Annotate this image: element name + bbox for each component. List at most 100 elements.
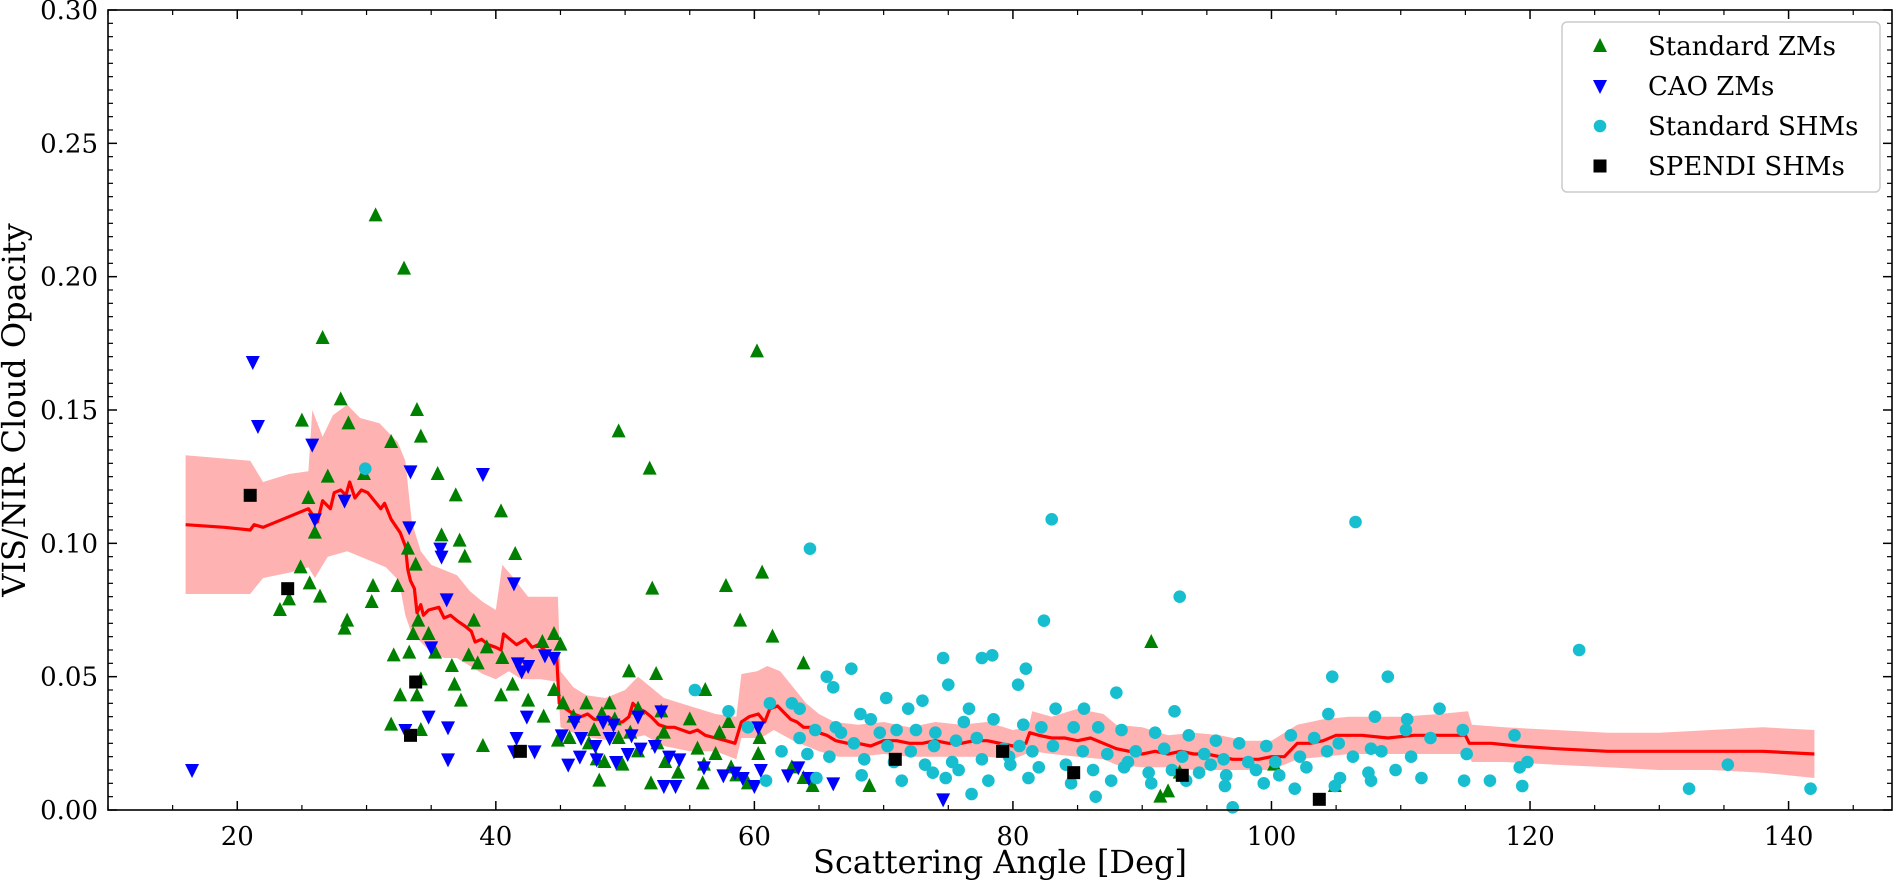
data-point: [521, 692, 536, 707]
median-line: [185, 480, 1815, 761]
data-point: [1037, 614, 1051, 627]
data-point: [615, 756, 630, 771]
data-point: [609, 756, 624, 770]
data-point: [1144, 634, 1159, 648]
data-point: [403, 465, 418, 480]
data-point: [1322, 707, 1335, 721]
data-point: [690, 740, 705, 755]
data-point: [643, 775, 658, 790]
data-point: [1332, 737, 1346, 750]
y-tick-label: 0.20: [40, 263, 98, 293]
data-point: [1165, 763, 1179, 777]
data-point: [633, 742, 648, 757]
data-point: [1129, 745, 1143, 758]
data-point: [493, 687, 508, 702]
data-point: [1293, 750, 1307, 763]
data-point: [439, 593, 454, 608]
legend-label: CAO ZMs: [1648, 72, 1774, 102]
data-point: [337, 620, 352, 635]
data-point: [547, 626, 561, 640]
data-point: [1104, 774, 1118, 787]
data-point: [1404, 750, 1418, 763]
data-point: [293, 559, 308, 574]
data-point: [712, 724, 727, 739]
data-point: [272, 602, 287, 616]
data-point: [721, 714, 736, 728]
data-point: [1115, 723, 1128, 737]
y-tick-label: 0.30: [40, 0, 98, 26]
legend-marker: [1593, 159, 1607, 173]
data-point: [753, 764, 768, 778]
data-point: [409, 687, 424, 702]
data-point: [1284, 729, 1298, 742]
tick-labels: 20 40 60 80 100 120 140 0.00 0.05 0.10 0.15 0.20 0.2…: [40, 0, 1813, 852]
data-point: [597, 754, 612, 768]
data-point: [1521, 755, 1534, 769]
data-point: [245, 356, 260, 370]
data-point: [1067, 721, 1080, 734]
data-point: [855, 769, 868, 782]
data-point: [864, 713, 878, 726]
data-point: [453, 692, 468, 707]
data-point: [550, 732, 565, 747]
data-point: [1349, 515, 1362, 529]
data-point: [1089, 790, 1102, 803]
data-point: [621, 663, 636, 678]
data-point: [620, 748, 635, 762]
data-point: [1226, 801, 1239, 814]
data-point: [826, 681, 840, 694]
x-tick-label: 20: [221, 822, 254, 852]
data-point: [305, 438, 320, 453]
data-point: [695, 775, 710, 790]
data-point: [1307, 731, 1321, 745]
data-point: [587, 722, 602, 736]
data-point: [890, 723, 903, 737]
data-point: [1121, 755, 1135, 769]
data-point: [1515, 779, 1529, 793]
x-tick-label: 40: [479, 822, 512, 852]
data-point: [1483, 774, 1497, 787]
data-point: [1312, 792, 1326, 806]
data-point: [1456, 723, 1470, 737]
data-point: [514, 665, 529, 680]
legend: Standard ZMs CAO ZMs Standard SHMs SPENDI S…: [1561, 21, 1881, 193]
data-point: [434, 550, 449, 565]
data-point: [1232, 737, 1246, 750]
data-point: [749, 343, 764, 358]
data-point: [624, 729, 639, 744]
data-point: [402, 521, 417, 536]
data-point: [810, 771, 823, 785]
data-point: [320, 468, 335, 483]
data-point: [430, 466, 445, 480]
data-point: [611, 730, 626, 744]
data-point: [386, 647, 401, 662]
data-point: [466, 612, 481, 627]
data-point: [759, 774, 773, 787]
data-point: [592, 772, 607, 787]
data-point: [611, 423, 626, 438]
data-point: [433, 542, 448, 557]
data-point: [588, 740, 603, 754]
data-point: [647, 740, 662, 754]
data-point: [751, 746, 766, 760]
data-point: [572, 750, 587, 765]
y-tick-label: 0.05: [40, 663, 98, 693]
data-point: [561, 758, 576, 773]
data-point: [364, 594, 379, 608]
data-point: [1011, 678, 1025, 691]
data-point: [337, 494, 352, 509]
data-point: [470, 655, 485, 670]
data-point: [281, 582, 295, 596]
series-1: [185, 356, 951, 808]
data-point: [857, 753, 871, 766]
data-point: [881, 739, 894, 753]
data-point: [307, 513, 322, 528]
data-point: [606, 718, 621, 733]
data-point: [741, 721, 755, 734]
data-point: [791, 761, 806, 776]
data-point: [1328, 779, 1342, 793]
data-point: [1721, 758, 1735, 771]
y-tick-label: 0.25: [40, 129, 98, 159]
data-point: [1197, 747, 1211, 761]
